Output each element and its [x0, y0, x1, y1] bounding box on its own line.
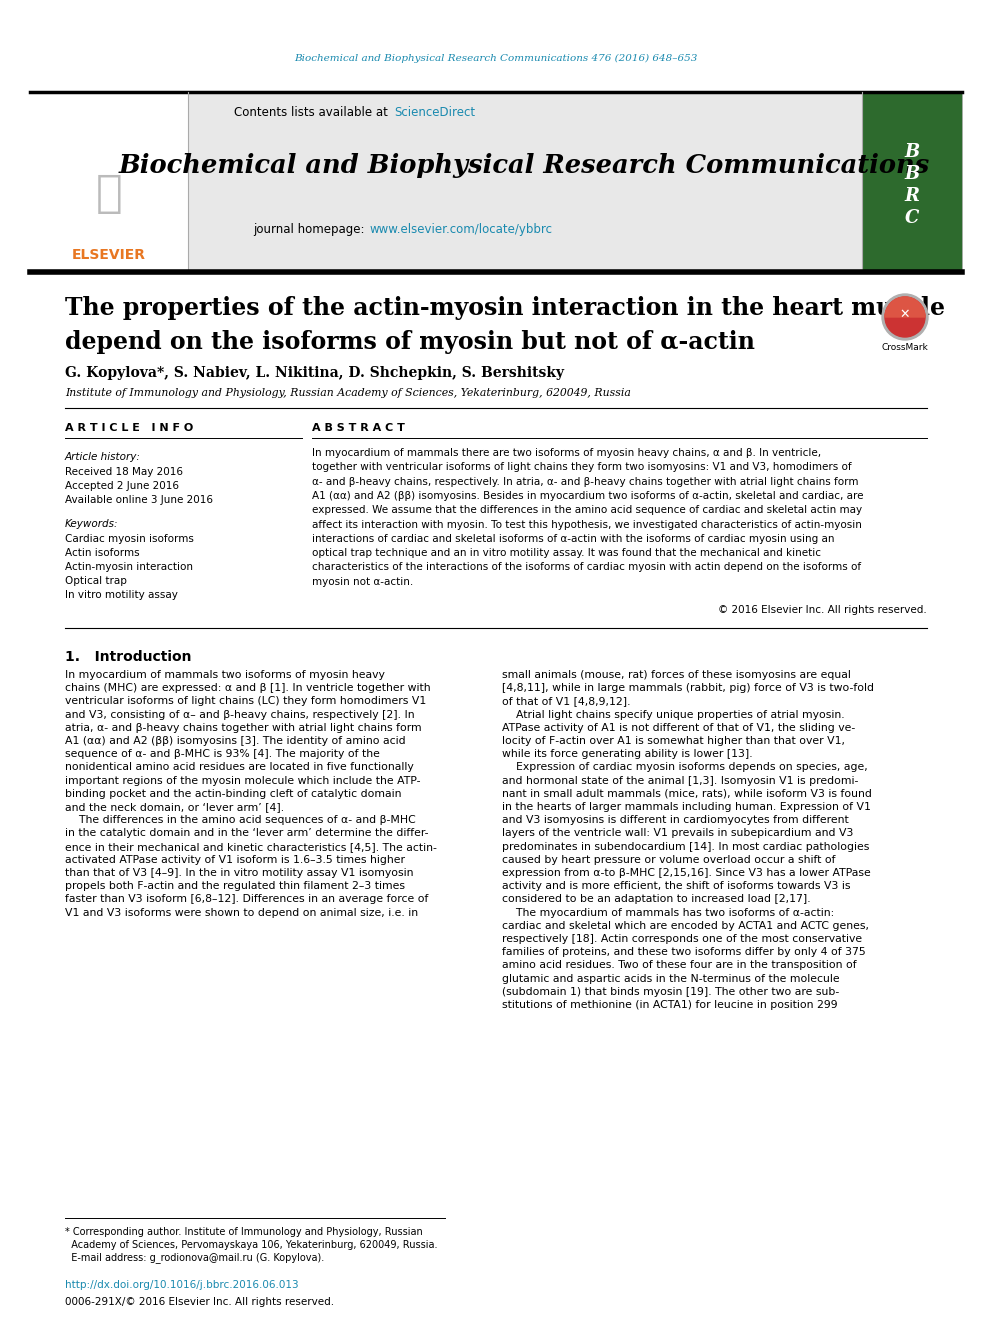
Text: Article history:: Article history: [65, 452, 141, 462]
Text: A R T I C L E   I N F O: A R T I C L E I N F O [65, 423, 193, 433]
Text: activated ATPase activity of V1 isoform is 1.6–3.5 times higher: activated ATPase activity of V1 isoform … [65, 855, 405, 865]
Text: Institute of Immunology and Physiology, Russian Academy of Sciences, Yekaterinbu: Institute of Immunology and Physiology, … [65, 388, 631, 398]
Text: 0006-291X/© 2016 Elsevier Inc. All rights reserved.: 0006-291X/© 2016 Elsevier Inc. All right… [65, 1297, 334, 1307]
Text: caused by heart pressure or volume overload occur a shift of: caused by heart pressure or volume overl… [502, 855, 835, 865]
Text: considered to be an adaptation to increased load [2,17].: considered to be an adaptation to increa… [502, 894, 810, 905]
Text: The properties of the actin-myosin interaction in the heart muscle: The properties of the actin-myosin inter… [65, 296, 945, 320]
Text: sequence of α- and β-MHC is 93% [4]. The majority of the: sequence of α- and β-MHC is 93% [4]. The… [65, 749, 380, 759]
Text: binding pocket and the actin-binding cleft of catalytic domain: binding pocket and the actin-binding cle… [65, 789, 402, 799]
Circle shape [885, 296, 925, 337]
Text: myosin not α-actin.: myosin not α-actin. [312, 577, 414, 586]
Text: respectively [18]. Actin corresponds one of the most conservative: respectively [18]. Actin corresponds one… [502, 934, 862, 945]
Text: α- and β-heavy chains, respectively. In atria, α- and β-heavy chains together wi: α- and β-heavy chains, respectively. In … [312, 476, 858, 487]
Text: 1.   Introduction: 1. Introduction [65, 650, 191, 664]
Bar [30, 93, 188, 273]
Text: while its force generating ability is lower [13].: while its force generating ability is lo… [502, 749, 753, 759]
Text: nonidentical amino acid residues are located in five functionally: nonidentical amino acid residues are loc… [65, 762, 414, 773]
Text: predominates in subendocardium [14]. In most cardiac pathologies: predominates in subendocardium [14]. In … [502, 841, 869, 852]
Text: families of proteins, and these two isoforms differ by only 4 of 375: families of proteins, and these two isof… [502, 947, 866, 958]
Text: faster than V3 isoform [6,8–12]. Differences in an average force of: faster than V3 isoform [6,8–12]. Differe… [65, 894, 429, 905]
Text: The myocardium of mammals has two isoforms of α-actin:: The myocardium of mammals has two isofor… [502, 908, 834, 918]
Text: Contents lists available at: Contents lists available at [234, 106, 392, 119]
Text: optical trap technique and an in vitro motility assay. It was found that the mec: optical trap technique and an in vitro m… [312, 548, 821, 558]
Text: interactions of cardiac and skeletal isoforms of α-actin with the isoforms of ca: interactions of cardiac and skeletal iso… [312, 533, 834, 544]
Text: V1 and V3 isoforms were shown to depend on animal size, i.e. in: V1 and V3 isoforms were shown to depend … [65, 908, 418, 918]
Text: atria, α- and β-heavy chains together with atrial light chains form: atria, α- and β-heavy chains together wi… [65, 722, 422, 733]
Text: affect its interaction with myosin. To test this hypothesis, we investigated cha: affect its interaction with myosin. To t… [312, 520, 862, 529]
Bar [862, 93, 962, 273]
Text: (subdomain 1) that binds myosin [19]. The other two are sub-: (subdomain 1) that binds myosin [19]. Th… [502, 987, 839, 996]
Text: Biochemical and Biophysical Research Communications 476 (2016) 648–653: Biochemical and Biophysical Research Com… [295, 53, 697, 62]
Text: amino acid residues. Two of these four are in the transposition of: amino acid residues. Two of these four a… [502, 960, 857, 970]
Text: [4,8,11], while in large mammals (rabbit, pig) force of V3 is two-fold: [4,8,11], while in large mammals (rabbit… [502, 683, 874, 693]
Text: in the catalytic domain and in the ‘lever arm’ determine the differ-: in the catalytic domain and in the ‘leve… [65, 828, 429, 839]
Text: important regions of the myosin molecule which include the ATP-: important regions of the myosin molecule… [65, 775, 421, 786]
Text: depend on the isoforms of myosin but not of α-actin: depend on the isoforms of myosin but not… [65, 329, 755, 355]
Text: Academy of Sciences, Pervomayskaya 106, Yekaterinburg, 620049, Russia.: Academy of Sciences, Pervomayskaya 106, … [65, 1240, 437, 1250]
Text: Optical trap: Optical trap [65, 576, 127, 586]
Text: cardiac and skeletal which are encoded by ACTA1 and ACTC genes,: cardiac and skeletal which are encoded b… [502, 921, 869, 931]
Text: activity and is more efficient, the shift of isoforms towards V3 is: activity and is more efficient, the shif… [502, 881, 850, 892]
Text: propels both F-actin and the regulated thin filament 2–3 times: propels both F-actin and the regulated t… [65, 881, 405, 892]
Text: and hormonal state of the animal [1,3]. Isomyosin V1 is predomi-: and hormonal state of the animal [1,3]. … [502, 775, 858, 786]
Text: In myocardium of mammals there are two isoforms of myosin heavy chains, α and β.: In myocardium of mammals there are two i… [312, 448, 821, 458]
Text: nant in small adult mammals (mice, rats), while isoform V3 is found: nant in small adult mammals (mice, rats)… [502, 789, 872, 799]
Bar [30, 93, 962, 273]
Text: ⬛: ⬛ [95, 172, 122, 214]
Text: layers of the ventricle wall: V1 prevails in subepicardium and V3: layers of the ventricle wall: V1 prevail… [502, 828, 853, 839]
Text: together with ventricular isoforms of light chains they form two isomyosins: V1 : together with ventricular isoforms of li… [312, 462, 851, 472]
Text: in the hearts of larger mammals including human. Expression of V1: in the hearts of larger mammals includin… [502, 802, 871, 812]
Text: ScienceDirect: ScienceDirect [394, 106, 475, 119]
Text: small animals (mouse, rat) forces of these isomyosins are equal: small animals (mouse, rat) forces of the… [502, 669, 851, 680]
Text: ✕: ✕ [900, 307, 911, 320]
Text: © 2016 Elsevier Inc. All rights reserved.: © 2016 Elsevier Inc. All rights reserved… [718, 605, 927, 615]
Text: and V3, consisting of α– and β-heavy chains, respectively [2]. In: and V3, consisting of α– and β-heavy cha… [65, 709, 415, 720]
Text: Expression of cardiac myosin isoforms depends on species, age,: Expression of cardiac myosin isoforms de… [502, 762, 868, 773]
Text: ELSEVIER: ELSEVIER [72, 247, 146, 262]
Text: A1 (αα) and A2 (ββ) isomyosins [3]. The identity of amino acid: A1 (αα) and A2 (ββ) isomyosins [3]. The … [65, 736, 406, 746]
Wedge shape [885, 296, 925, 318]
Text: Received 18 May 2016: Received 18 May 2016 [65, 467, 183, 478]
Text: ventricular isoforms of light chains (LC) they form homodimers V1: ventricular isoforms of light chains (LC… [65, 696, 427, 706]
Text: In myocardium of mammals two isoforms of myosin heavy: In myocardium of mammals two isoforms of… [65, 669, 385, 680]
Text: Actin-myosin interaction: Actin-myosin interaction [65, 562, 193, 572]
Text: ence in their mechanical and kinetic characteristics [4,5]. The actin-: ence in their mechanical and kinetic cha… [65, 841, 436, 852]
Text: stitutions of methionine (in ACTA1) for leucine in position 299: stitutions of methionine (in ACTA1) for … [502, 1000, 837, 1009]
Text: of that of V1 [4,8,9,12].: of that of V1 [4,8,9,12]. [502, 696, 631, 706]
Text: E-mail address: g_rodionova@mail.ru (G. Kopylova).: E-mail address: g_rodionova@mail.ru (G. … [65, 1253, 324, 1263]
Text: A B S T R A C T: A B S T R A C T [312, 423, 405, 433]
Text: glutamic and aspartic acids in the N-terminus of the molecule: glutamic and aspartic acids in the N-ter… [502, 974, 839, 983]
Text: and the neck domain, or ‘lever arm’ [4].: and the neck domain, or ‘lever arm’ [4]. [65, 802, 284, 812]
Text: Cardiac myosin isoforms: Cardiac myosin isoforms [65, 534, 193, 544]
Text: In vitro motility assay: In vitro motility assay [65, 590, 178, 601]
Circle shape [882, 294, 928, 340]
Text: Accepted 2 June 2016: Accepted 2 June 2016 [65, 482, 179, 491]
Text: expression from α-to β-MHC [2,15,16]. Since V3 has a lower ATPase: expression from α-to β-MHC [2,15,16]. Si… [502, 868, 871, 878]
Text: A1 (αα) and A2 (ββ) isomyosins. Besides in myocardium two isoforms of α-actin, s: A1 (αα) and A2 (ββ) isomyosins. Besides … [312, 491, 863, 501]
Text: than that of V3 [4–9]. In the in vitro motility assay V1 isomyosin: than that of V3 [4–9]. In the in vitro m… [65, 868, 414, 878]
Text: The differences in the amino acid sequences of α- and β-MHC: The differences in the amino acid sequen… [65, 815, 416, 826]
Text: G. Kopylova*, S. Nabiev, L. Nikitina, D. Shchepkin, S. Bershitsky: G. Kopylova*, S. Nabiev, L. Nikitina, D.… [65, 366, 564, 380]
Text: expressed. We assume that the differences in the amino acid sequence of cardiac : expressed. We assume that the difference… [312, 505, 862, 515]
Text: Keywords:: Keywords: [65, 519, 118, 529]
Text: Actin isoforms: Actin isoforms [65, 548, 140, 558]
Text: Atrial light chains specify unique properties of atrial myosin.: Atrial light chains specify unique prope… [502, 709, 844, 720]
Text: characteristics of the interactions of the isoforms of cardiac myosin with actin: characteristics of the interactions of t… [312, 562, 861, 573]
Text: journal homepage:: journal homepage: [253, 224, 368, 237]
Text: B
B
R
C: B B R C [905, 143, 920, 228]
Text: CrossMark: CrossMark [882, 344, 929, 352]
Text: locity of F-actin over A1 is somewhat higher than that over V1,: locity of F-actin over A1 is somewhat hi… [502, 736, 845, 746]
Text: www.elsevier.com/locate/ybbrc: www.elsevier.com/locate/ybbrc [370, 224, 553, 237]
Text: * Corresponding author. Institute of Immunology and Physiology, Russian: * Corresponding author. Institute of Imm… [65, 1226, 423, 1237]
Text: Available online 3 June 2016: Available online 3 June 2016 [65, 495, 213, 505]
Text: http://dx.doi.org/10.1016/j.bbrc.2016.06.013: http://dx.doi.org/10.1016/j.bbrc.2016.06… [65, 1279, 299, 1290]
Text: Biochemical and Biophysical Research Communications: Biochemical and Biophysical Research Com… [118, 152, 930, 177]
Text: ATPase activity of A1 is not different of that of V1, the sliding ve-: ATPase activity of A1 is not different o… [502, 722, 855, 733]
Text: chains (MHC) are expressed: α and β [1]. In ventricle together with: chains (MHC) are expressed: α and β [1].… [65, 683, 431, 693]
Text: and V3 isomyosins is different in cardiomyocytes from different: and V3 isomyosins is different in cardio… [502, 815, 849, 826]
